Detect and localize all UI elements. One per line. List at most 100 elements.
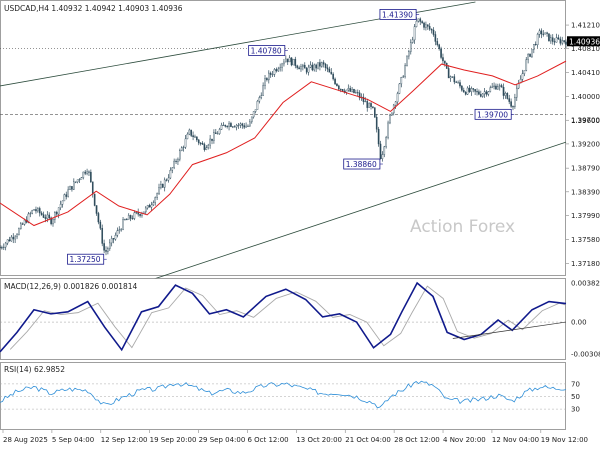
candle-body [273,69,276,75]
candle-body [309,64,312,68]
candle-body [370,103,372,107]
candle-body [459,82,461,87]
candle-body [156,193,158,198]
candle-body [487,91,490,95]
candle-body [394,101,397,106]
candle-body [470,88,473,92]
candle-body [118,229,121,231]
candle-body [512,106,514,108]
candle-body [163,179,166,188]
candle-body [124,219,126,221]
candle-body [372,106,374,108]
candle-body [506,93,509,99]
candle-body [29,213,32,215]
candle-body [500,85,503,88]
candle-body [466,87,469,95]
candle-body [290,57,293,66]
candle-body [546,32,548,34]
candle-body [116,230,119,236]
candle-body [548,33,550,42]
candle-body [389,114,391,124]
candle-body [542,33,545,35]
candle-body [305,68,308,73]
candle-body [303,64,306,69]
candle-body [4,242,7,248]
candle-body [555,37,558,43]
candle-body [347,88,350,91]
candle-body [292,58,295,66]
candle-body [209,138,211,146]
candle-body [54,212,56,220]
price-tick-label: 1.38790 [571,165,600,173]
candle-body [8,239,11,242]
candle-body [101,228,104,244]
candle-body [214,132,217,134]
candle-body [103,243,105,251]
candle-body [544,32,546,35]
candle-body [415,20,418,27]
candle-body [536,34,539,46]
candle-body [425,24,427,28]
current-price-label: 1.40936 [569,37,600,46]
candle-body [226,126,228,128]
candle-body [21,223,24,225]
candle-body [531,49,533,57]
candle-body [266,78,268,81]
candle-body [95,205,98,214]
candle-body [387,122,389,138]
candle-body [73,181,75,190]
x-tick-label: 12 Nov 04:00 [492,436,539,444]
candle-body [199,142,202,144]
candle-body [483,91,486,95]
candle-body [328,68,331,73]
candle-body [296,65,298,68]
candle-body [521,73,524,80]
candle-body [186,133,189,140]
candle-body [207,144,210,148]
candle-body [334,78,336,85]
x-tick-label: 13 Oct 20:00 [296,436,342,444]
candle-body [332,73,334,80]
candle-body [35,209,37,212]
candle-body [561,40,564,44]
price-tick-label: 1.40810 [571,45,600,53]
candle-body [427,24,429,27]
candle-body [2,246,5,248]
candle-body [474,89,476,92]
candle-body [201,142,204,145]
candle-body [250,116,253,123]
candle-body [313,64,316,71]
x-tick-label: 5 Sep 04:00 [52,436,94,444]
candle-body [534,43,537,46]
candle-body [61,200,64,205]
candle-body [294,58,297,66]
candle-body [50,217,52,225]
moving-average-line [0,60,567,227]
candle-body [245,125,247,128]
candle-body [326,67,329,70]
candle-body [438,44,440,49]
candle-body [286,58,289,63]
annotation-label-2: 1.38860 [346,160,377,169]
candle-body [559,38,562,44]
candle-body [444,60,446,64]
candle-body [252,111,255,118]
candle-body [413,26,416,41]
annotation-label-0: 1.37250 [70,255,101,264]
candle-body [269,72,272,75]
candle-body [93,193,96,206]
candle-body [262,85,264,96]
candle-body [514,97,516,107]
candle-body [508,98,511,102]
candle-body [281,63,283,68]
rsi-header: RSI(14) 62.9852 [4,365,65,374]
price-tick-label: 1.37580 [571,236,600,244]
candle-body [462,90,465,93]
candle-body [169,170,172,179]
candle-body [197,139,200,144]
candle-body [146,205,149,209]
candle-body [148,205,151,208]
candle-body [527,53,529,60]
candle-body [16,234,18,238]
candle-body [457,82,459,84]
